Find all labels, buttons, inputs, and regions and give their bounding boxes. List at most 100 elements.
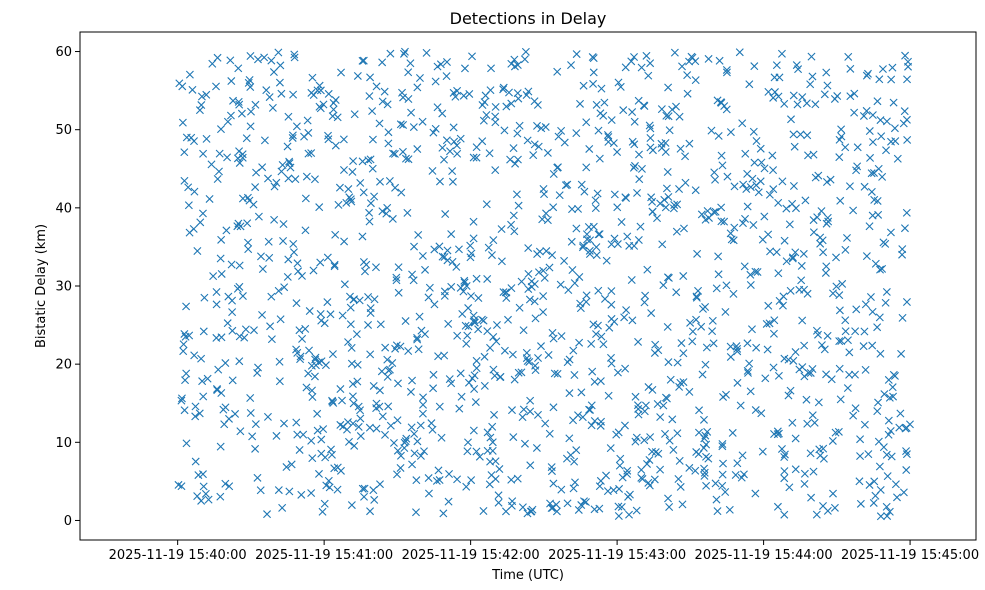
data-point <box>898 313 907 322</box>
data-point <box>381 430 390 439</box>
data-point <box>780 474 789 483</box>
data-point <box>843 336 852 345</box>
data-point <box>657 139 666 148</box>
data-point <box>435 177 444 186</box>
data-point <box>275 78 284 87</box>
data-point <box>552 507 561 516</box>
data-point <box>653 214 662 223</box>
data-point <box>642 51 651 60</box>
data-point <box>884 416 893 425</box>
data-point <box>902 466 911 475</box>
data-point <box>878 65 887 74</box>
data-point <box>432 476 441 485</box>
data-point <box>595 504 604 513</box>
data-point <box>274 286 283 295</box>
data-point <box>574 204 583 213</box>
data-point <box>702 343 711 352</box>
data-point <box>285 487 294 496</box>
data-point <box>509 144 518 153</box>
data-point <box>718 440 727 448</box>
data-point <box>365 92 374 101</box>
data-point <box>301 226 310 235</box>
data-point <box>251 183 260 192</box>
data-point <box>338 396 346 405</box>
data-point <box>830 94 839 103</box>
data-point <box>599 340 608 349</box>
data-point <box>640 102 649 111</box>
data-point <box>184 183 193 192</box>
data-point <box>515 121 524 130</box>
data-point <box>845 370 854 379</box>
data-point <box>221 403 230 412</box>
data-point <box>298 271 306 280</box>
data-point <box>520 439 529 448</box>
data-point <box>811 100 820 109</box>
data-point <box>888 383 897 392</box>
data-point <box>299 430 308 439</box>
data-point <box>447 230 456 239</box>
data-point <box>488 438 497 447</box>
data-point <box>726 342 735 351</box>
data-point <box>882 450 891 459</box>
data-point <box>480 352 489 361</box>
data-point <box>190 187 199 196</box>
data-point <box>745 80 754 89</box>
data-point <box>607 353 615 362</box>
data-point <box>865 222 874 231</box>
data-point <box>292 122 301 131</box>
data-point <box>478 137 487 146</box>
data-point <box>592 330 601 339</box>
data-point <box>552 500 561 509</box>
data-point <box>549 203 558 212</box>
data-point <box>580 497 588 506</box>
data-point <box>328 350 337 359</box>
data-point <box>607 240 616 249</box>
data-point <box>468 52 477 61</box>
data-point <box>228 376 237 385</box>
data-point <box>459 287 468 296</box>
data-point <box>614 78 623 87</box>
data-point <box>315 203 324 212</box>
data-point <box>630 117 639 126</box>
data-point <box>322 481 331 490</box>
data-point <box>722 390 730 399</box>
data-point <box>780 236 789 245</box>
data-point <box>307 88 316 97</box>
data-point <box>624 492 633 501</box>
data-point <box>585 144 594 153</box>
data-point <box>612 430 621 439</box>
data-point <box>646 124 655 133</box>
data-point <box>761 374 770 383</box>
data-point <box>214 365 223 374</box>
data-point <box>238 292 247 301</box>
data-point <box>714 270 723 279</box>
data-point <box>665 126 674 135</box>
data-point <box>272 178 281 187</box>
data-point <box>788 418 797 427</box>
data-point <box>789 356 798 365</box>
data-point <box>178 118 187 127</box>
data-point <box>316 310 325 318</box>
data-point <box>780 453 789 462</box>
data-point <box>875 462 884 471</box>
data-point <box>662 184 671 193</box>
data-point <box>589 320 598 329</box>
data-point <box>841 245 850 254</box>
data-point <box>425 283 434 292</box>
data-point <box>585 405 594 414</box>
data-point <box>315 81 324 90</box>
data-point <box>324 135 333 144</box>
data-point <box>609 486 618 495</box>
data-point <box>507 406 516 415</box>
data-point <box>769 185 778 194</box>
data-point <box>788 254 797 263</box>
data-point <box>456 283 465 292</box>
data-point <box>845 348 854 357</box>
data-point <box>205 194 214 203</box>
data-point <box>861 365 870 374</box>
data-point <box>610 234 619 243</box>
data-point <box>657 105 666 114</box>
data-point <box>217 389 226 397</box>
data-point <box>308 386 316 395</box>
data-point <box>275 357 284 366</box>
